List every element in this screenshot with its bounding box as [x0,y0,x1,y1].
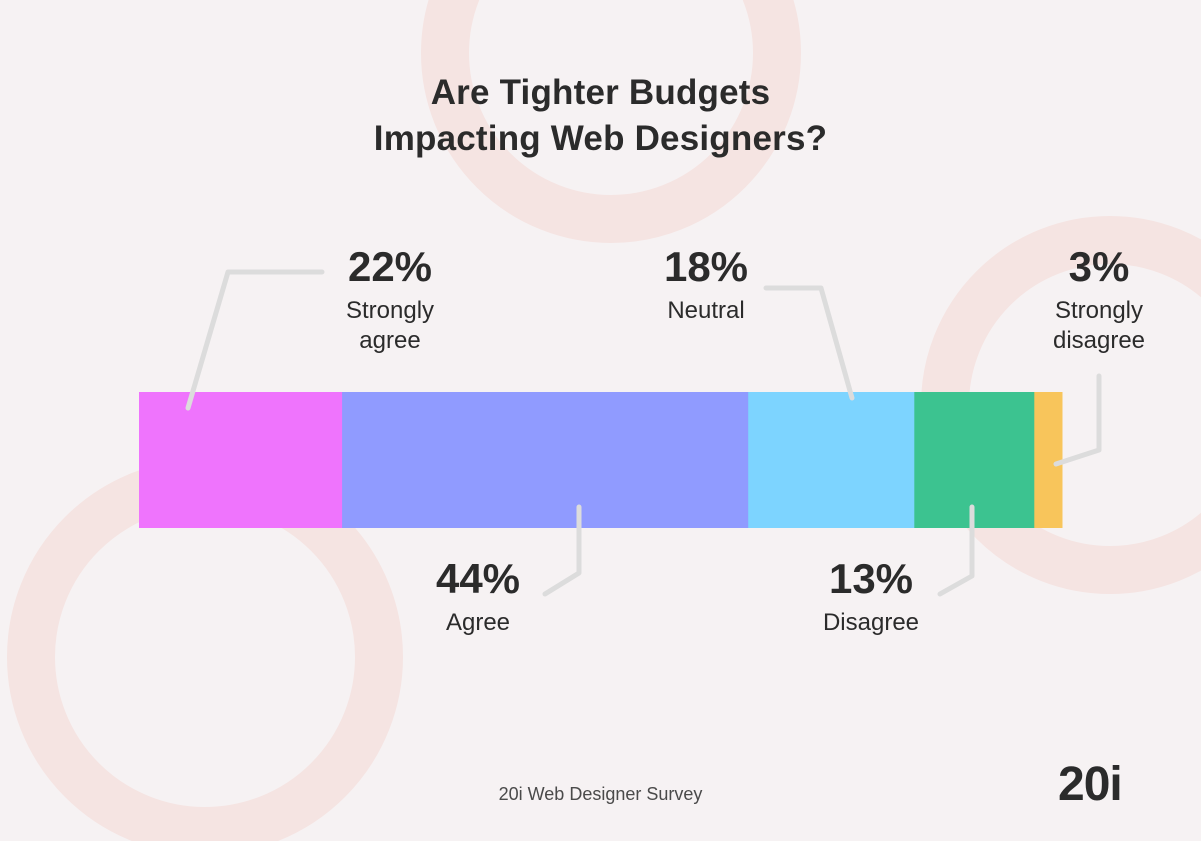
data-label-category: Neutral [667,296,744,326]
chart-title: Are Tighter Budgets Impacting Web Design… [0,70,1201,162]
data-label-value: 18% [663,243,749,290]
data-label-value: 3% [1068,243,1130,290]
bar-segment-disagree [914,392,1035,528]
category-label-line: Agree [445,609,511,636]
leader-line [763,285,855,401]
category-label-line: Strongly [345,297,435,324]
source-caption: 20i Web Designer Survey [498,784,703,804]
data-label-category: Agree [446,608,510,638]
bar-segment-agree [342,392,749,528]
background-ring [421,0,801,243]
bar-segment-strongly-disagree [1034,392,1063,528]
data-label-value: 22% [347,243,433,290]
data-label-category: Strongly agree [346,296,434,356]
brand-logo: 20i [1058,760,1158,810]
chart-title-line-1: Are Tighter Budgets [430,73,771,112]
data-label-value: 44% [435,555,521,602]
category-label-line: agree [359,327,421,354]
category-label-line: Neutral [667,297,745,324]
leader-line [937,504,975,597]
chart-title-line-2: Impacting Web Designers? [373,119,828,158]
leader-line [185,269,325,411]
data-label-value: 13% [828,555,914,602]
data-label-category: Disagree [823,608,919,638]
leader-line [1053,373,1102,467]
leader-line [542,504,582,597]
brand-logo-text: 20i [1058,758,1123,811]
category-label-line: disagree [1052,327,1146,354]
category-label-line: Disagree [822,609,920,636]
category-label-line: Strongly [1054,297,1144,324]
bar-segment-neutral [748,392,915,528]
data-label-category: Strongly disagree [1053,296,1145,356]
bar-segment-strongly-agree [139,392,343,528]
